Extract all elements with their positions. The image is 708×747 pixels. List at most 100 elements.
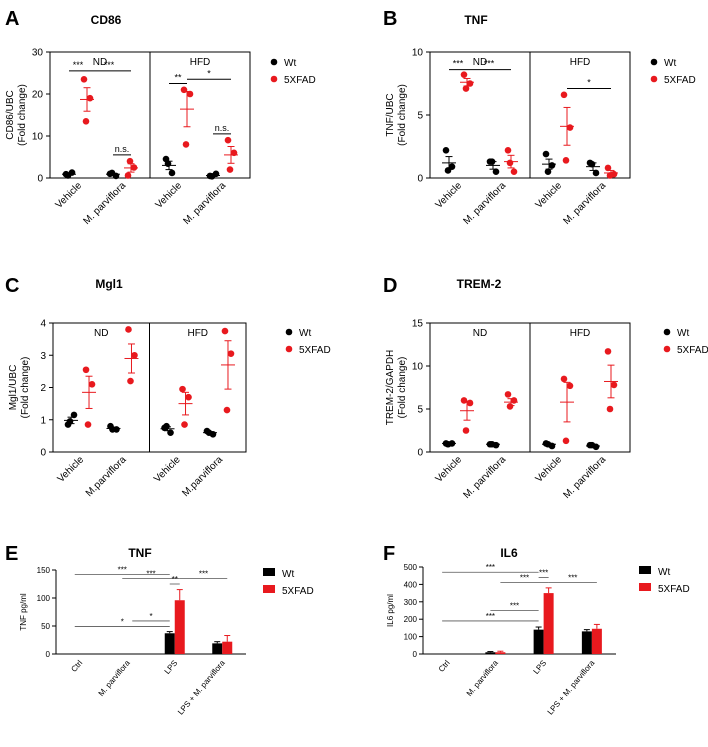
- x-tick-label: LPS + M. parviflora: [176, 658, 227, 716]
- group-label: HFD: [190, 57, 211, 68]
- x-tick-label: LPS + M. parviflora: [546, 658, 597, 716]
- data-point: [221, 327, 229, 335]
- x-tick-label: LPS: [532, 659, 549, 676]
- bar-5XFAD: [495, 652, 506, 654]
- significance-label: n.s.: [115, 144, 130, 154]
- y-axis-label: TNF/UBC: [385, 93, 396, 136]
- significance-label: n.s.: [215, 123, 230, 133]
- data-point: [130, 164, 138, 171]
- legend-swatch-5XFAD: [639, 583, 651, 591]
- data-point: [510, 168, 518, 175]
- significance-label: ***: [118, 565, 127, 574]
- data-point: [70, 411, 78, 419]
- data-point: [82, 366, 90, 374]
- data-point: [542, 150, 550, 158]
- data-point: [544, 440, 552, 448]
- bar-Wt: [581, 631, 592, 654]
- legend-marker-5XFAD: [663, 345, 671, 353]
- significance-label: ***: [484, 59, 495, 69]
- legend-marker-Wt: [650, 58, 658, 66]
- data-point: [504, 146, 512, 154]
- bar-5XFAD: [543, 593, 554, 654]
- data-point: [510, 397, 518, 404]
- data-point: [205, 429, 213, 436]
- data-point: [163, 422, 170, 430]
- panel-F: F IL6 0 100 200 300 400 500 IL6 pg/ml *** *** *** **…: [383, 543, 690, 717]
- data-point: [444, 167, 452, 174]
- y-tick-label: 10: [412, 48, 424, 59]
- x-tick-label: M. parviflora: [561, 454, 608, 501]
- data-point: [606, 172, 614, 179]
- data-point: [606, 405, 614, 413]
- y-tick-label: 10: [32, 132, 44, 143]
- y-axis-label: Mgl1/UBC: [8, 365, 19, 411]
- bar-5XFAD: [591, 628, 602, 654]
- x-tick-label: Vehicle: [434, 454, 465, 485]
- y-tick-label: 0: [46, 650, 51, 659]
- y-tick-label: 10: [412, 362, 424, 373]
- x-tick-label: M. parviflora: [181, 180, 228, 227]
- data-point: [592, 169, 600, 177]
- y-tick-label: 0: [413, 650, 418, 659]
- data-point: [588, 441, 596, 449]
- panel-title: TREM-2: [457, 277, 502, 291]
- y-axis-label: (Fold change): [20, 357, 31, 419]
- y-axis-label: TREM-2/GAPDH: [385, 350, 396, 426]
- data-point: [460, 71, 468, 78]
- legend-marker-Wt: [285, 328, 293, 336]
- y-tick-label: 3: [40, 351, 46, 362]
- y-tick-label: 200: [404, 615, 418, 624]
- x-tick-label: M.parviflora: [180, 454, 225, 499]
- y-tick-label: 1: [40, 415, 46, 426]
- significance-label: ***: [568, 574, 577, 583]
- data-point: [185, 393, 192, 401]
- legend-label: Wt: [658, 567, 670, 578]
- data-point: [66, 418, 74, 425]
- panel-letter: C: [5, 275, 19, 297]
- significance-label: *: [207, 68, 211, 78]
- panel-title: TNF: [128, 546, 151, 560]
- data-point: [604, 164, 612, 172]
- x-tick-label: Vehicle: [154, 180, 185, 211]
- panel-letter: E: [5, 543, 18, 565]
- group-label: HFD: [570, 57, 591, 68]
- y-tick-label: 0: [417, 448, 423, 459]
- y-tick-label: 2: [40, 383, 46, 394]
- y-axis-label: (Fold change): [397, 357, 408, 419]
- legend-marker-5XFAD: [285, 345, 293, 353]
- legend-marker-Wt: [663, 328, 671, 336]
- significance-label: ***: [486, 612, 495, 621]
- data-point: [488, 440, 496, 448]
- panel-C: C Mgl1 ND HFD 0 1 2 3 4 Mgl1/UBC (Fold change) Vehi…: [5, 275, 331, 499]
- y-tick-label: 150: [37, 566, 51, 575]
- panel-letter: D: [383, 275, 397, 297]
- data-point: [82, 118, 90, 125]
- data-point: [506, 403, 514, 410]
- data-point: [562, 437, 570, 445]
- significance-label: ***: [510, 602, 519, 611]
- y-tick-label: 5: [417, 111, 423, 122]
- x-tick-label: M. parviflora: [561, 180, 608, 227]
- data-point: [131, 351, 138, 359]
- data-point: [548, 162, 556, 169]
- x-tick-label: Vehicle: [534, 454, 565, 485]
- significance-label: ***: [520, 574, 529, 583]
- panel-title: IL6: [500, 546, 518, 560]
- bar-Wt: [164, 633, 175, 654]
- significance-label: ***: [104, 60, 115, 70]
- panel-letter: A: [5, 8, 19, 30]
- data-point: [466, 399, 474, 407]
- x-tick-label: Vehicle: [56, 454, 87, 485]
- data-point: [566, 382, 574, 390]
- data-point: [179, 385, 186, 393]
- legend-label: Wt: [299, 328, 311, 339]
- legend-swatch-5XFAD: [263, 585, 275, 593]
- y-axis-label: TNF pg/ml: [19, 593, 28, 631]
- panel-title: CD86: [91, 13, 122, 27]
- y-tick-label: 15: [412, 319, 424, 330]
- data-point: [504, 391, 512, 398]
- data-point: [126, 157, 134, 165]
- data-point: [466, 80, 474, 87]
- group-label: ND: [94, 328, 108, 339]
